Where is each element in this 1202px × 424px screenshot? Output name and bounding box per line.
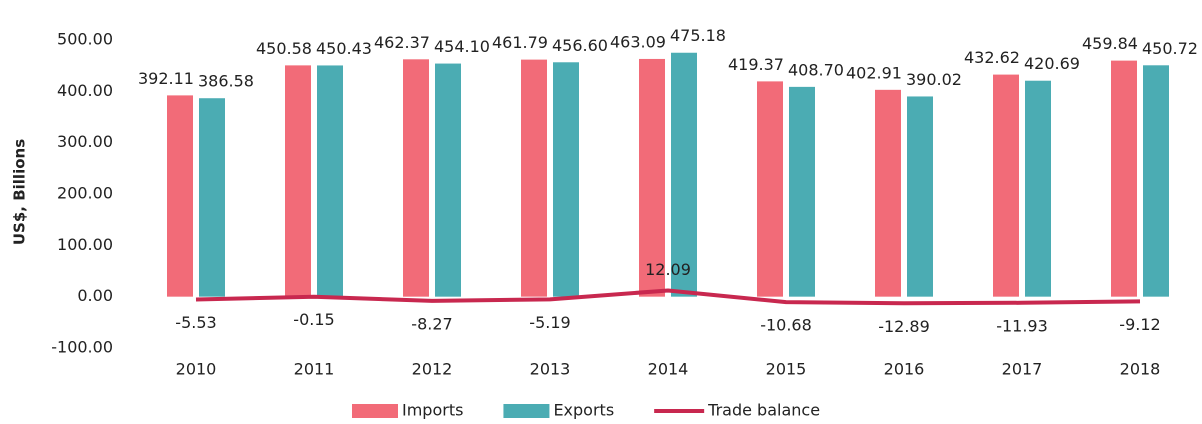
data-label: 475.18 xyxy=(670,26,726,45)
legend-swatch xyxy=(503,404,550,418)
bar xyxy=(907,96,933,297)
y-tick-label: 400.00 xyxy=(57,81,113,100)
data-label: 419.37 xyxy=(728,55,784,74)
bar xyxy=(757,81,783,297)
data-label: 450.43 xyxy=(316,39,372,58)
data-label: 386.58 xyxy=(198,72,254,91)
legend-label: Trade balance xyxy=(707,401,820,420)
bar xyxy=(671,52,697,297)
bar xyxy=(1143,65,1169,297)
line xyxy=(195,288,1141,306)
bar xyxy=(403,59,429,297)
legend-swatch xyxy=(352,404,398,418)
data-label: 450.72 xyxy=(1142,39,1198,58)
x-tick-label: 2013 xyxy=(530,360,571,379)
data-label: -11.93 xyxy=(996,316,1048,335)
data-label: 463.09 xyxy=(610,32,666,51)
data-label: 12.09 xyxy=(645,260,691,279)
bar xyxy=(285,65,311,297)
legend-label: Imports xyxy=(402,401,463,420)
y-tick-label: 0.00 xyxy=(77,286,113,305)
data-label: 462.37 xyxy=(374,33,430,52)
data-label: -12.89 xyxy=(878,317,930,336)
data-label: -5.19 xyxy=(529,313,570,332)
data-label: 432.62 xyxy=(964,48,1020,67)
y-tick-label: 200.00 xyxy=(57,184,113,203)
bar xyxy=(993,74,1019,297)
data-label: 390.02 xyxy=(906,70,962,89)
data-label: 402.91 xyxy=(846,63,902,82)
bar xyxy=(1111,60,1137,297)
data-label: 420.69 xyxy=(1024,54,1080,73)
data-label: -0.15 xyxy=(293,310,334,329)
bar xyxy=(553,62,579,297)
data-label: -8.27 xyxy=(411,314,452,333)
data-label: 461.79 xyxy=(492,33,548,52)
bar xyxy=(199,98,225,297)
y-tick-label: 100.00 xyxy=(57,235,113,254)
x-tick-label: 2017 xyxy=(1002,360,1043,379)
x-tick-label: 2010 xyxy=(176,360,217,379)
bar xyxy=(789,86,815,297)
x-tick-label: 2014 xyxy=(648,360,689,379)
data-label: 459.84 xyxy=(1082,34,1138,53)
x-tick-label: 2011 xyxy=(294,360,335,379)
y-tick-label: -100.00 xyxy=(51,338,113,357)
data-label: 456.60 xyxy=(552,36,608,55)
bar xyxy=(521,59,547,297)
x-tick-label: 2016 xyxy=(884,360,925,379)
x-tick-label: 2015 xyxy=(766,360,807,379)
data-label: 450.58 xyxy=(256,39,312,58)
bar xyxy=(167,95,193,297)
y-axis-label: US$, Billions xyxy=(11,139,29,245)
bar xyxy=(1025,80,1051,297)
legend-label: Exports xyxy=(553,401,614,420)
y-tick-label: 300.00 xyxy=(57,132,113,151)
data-label: 392.11 xyxy=(138,69,194,88)
x-tick-label: 2012 xyxy=(412,360,453,379)
x-tick-label: 2018 xyxy=(1120,360,1161,379)
bar xyxy=(875,89,901,297)
bar xyxy=(639,58,665,297)
data-label: -9.12 xyxy=(1119,315,1160,334)
bar xyxy=(435,63,461,297)
data-label: 454.10 xyxy=(434,37,490,56)
y-tick-label: 500.00 xyxy=(57,30,113,49)
data-label: 408.70 xyxy=(788,60,844,79)
data-label: -5.53 xyxy=(175,313,216,332)
bar xyxy=(317,65,343,297)
data-label: -10.68 xyxy=(760,316,812,335)
